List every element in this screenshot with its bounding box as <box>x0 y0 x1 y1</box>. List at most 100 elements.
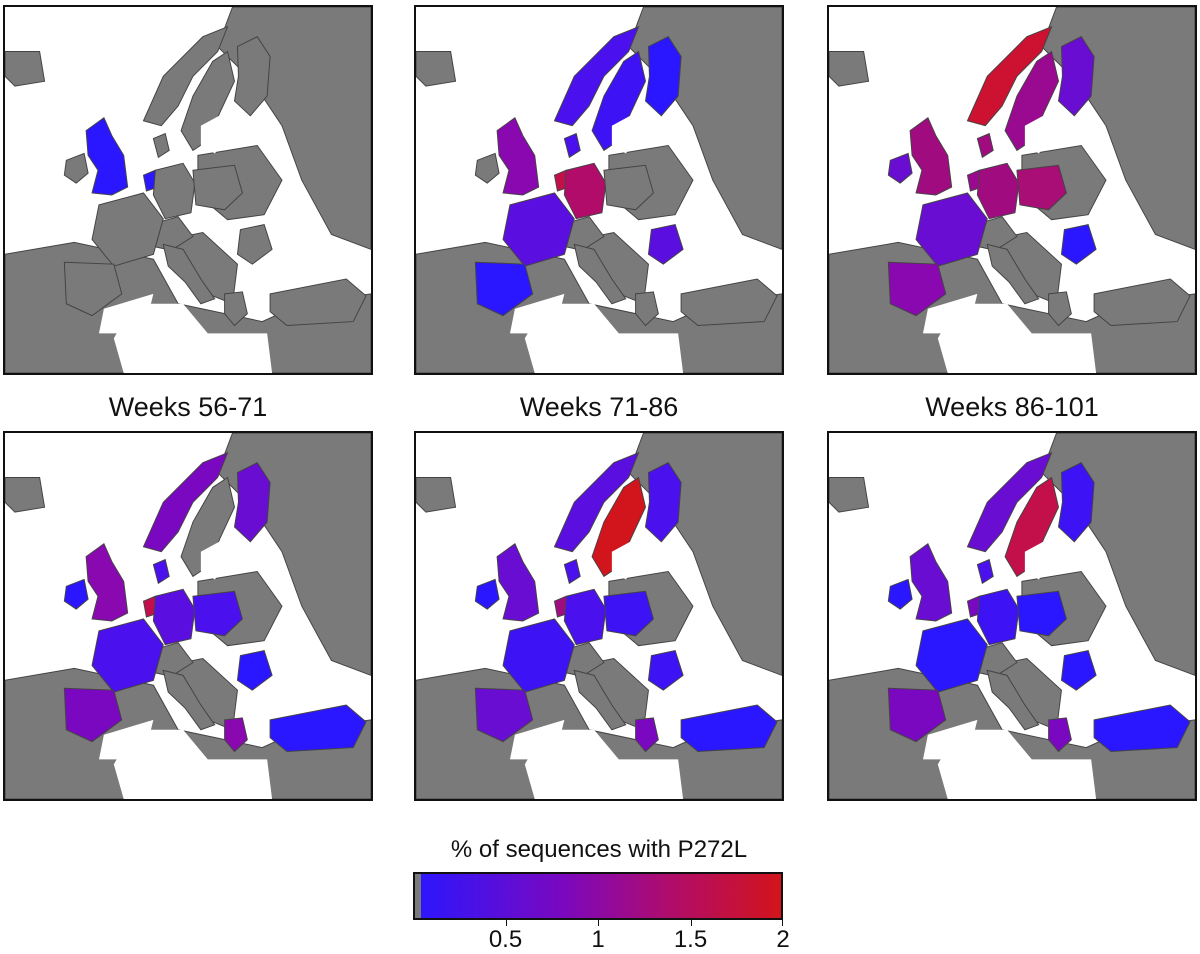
country-finland <box>644 462 682 543</box>
sea <box>200 113 233 154</box>
country-finland <box>233 462 271 543</box>
sea <box>922 719 978 760</box>
country-greece <box>224 291 248 327</box>
country-spain <box>474 261 534 317</box>
country-norway <box>142 451 229 553</box>
country-france <box>502 192 575 267</box>
country-romania <box>1060 650 1097 691</box>
country-finland <box>1057 462 1095 543</box>
sea <box>937 303 1097 373</box>
map-panel-weeks-71-86 <box>414 431 784 801</box>
colorbar-tick-label: 1 <box>591 926 605 953</box>
sea <box>683 238 743 273</box>
map-svg <box>5 433 371 799</box>
country-poland <box>603 164 654 211</box>
country-romania <box>647 224 684 265</box>
map-panel-3 <box>827 5 1197 375</box>
country-sweden <box>180 50 236 152</box>
sea <box>98 293 154 334</box>
country-france <box>91 192 164 267</box>
map-svg <box>829 7 1195 373</box>
country-france <box>915 618 988 693</box>
country-italy <box>162 243 216 305</box>
country-ireland <box>474 578 500 610</box>
sea <box>509 719 565 760</box>
colorbar-na-swatch <box>415 874 421 918</box>
country-poland <box>1016 590 1067 637</box>
country-spain <box>63 261 123 317</box>
country-ireland <box>63 578 89 610</box>
country-turkey <box>680 704 778 753</box>
country-france <box>91 618 164 693</box>
country-romania <box>236 650 273 691</box>
sea <box>113 303 273 373</box>
sea <box>272 238 332 273</box>
country-denmark <box>563 558 581 585</box>
country-sweden <box>1004 476 1060 578</box>
country-ireland <box>474 152 500 184</box>
country-greece <box>635 291 659 327</box>
country-denmark <box>976 132 994 159</box>
country-uk <box>496 117 540 196</box>
land-mass <box>5 477 46 513</box>
country-turkey <box>680 278 778 327</box>
map-panel-weeks-56-71 <box>3 431 373 801</box>
sea <box>200 539 233 580</box>
colorbar <box>413 872 783 920</box>
panel-title-weeks-71-86: Weeks 71-86 <box>519 392 679 422</box>
country-norway <box>966 25 1053 127</box>
sea <box>272 664 332 699</box>
country-romania <box>236 224 273 265</box>
country-poland <box>192 590 243 637</box>
country-poland <box>603 590 654 637</box>
country-norway <box>966 451 1053 553</box>
land-mass <box>416 477 457 513</box>
country-uk <box>909 117 953 196</box>
map-svg <box>5 7 371 373</box>
country-norway <box>553 25 640 127</box>
country-finland <box>1057 36 1095 117</box>
sea <box>98 719 154 760</box>
sea <box>611 113 644 154</box>
country-italy <box>162 669 216 731</box>
country-norway <box>142 25 229 127</box>
sea <box>1096 238 1156 273</box>
sea <box>509 293 565 334</box>
sea <box>922 293 978 334</box>
country-turkey <box>269 704 367 753</box>
colorbar-tick <box>505 920 507 926</box>
sea <box>683 664 743 699</box>
country-germany <box>563 162 607 220</box>
country-sweden <box>1004 50 1060 152</box>
colorbar-tick <box>782 920 783 926</box>
colorbar-tick-label: 1.5 <box>673 926 708 953</box>
country-denmark <box>976 558 994 585</box>
map-panel-1 <box>3 5 373 375</box>
map-svg <box>416 7 782 373</box>
country-uk <box>909 543 953 622</box>
country-spain <box>63 687 123 743</box>
country-poland <box>1016 164 1067 211</box>
country-turkey <box>1093 704 1191 753</box>
country-france <box>502 618 575 693</box>
country-romania <box>1060 224 1097 265</box>
country-italy <box>573 243 627 305</box>
land-mass <box>829 51 870 87</box>
panel-title-weeks-56-71: Weeks 56-71 <box>108 392 268 422</box>
panel-title-weeks-86-101: Weeks 86-101 <box>925 392 1099 422</box>
map-svg <box>416 433 782 799</box>
country-denmark <box>152 132 170 159</box>
map-panel-weeks-86-101 <box>827 431 1197 801</box>
colorbar-tick-label: 0.5 <box>488 926 523 953</box>
colorbar-tick <box>690 920 692 926</box>
country-spain <box>474 687 534 743</box>
country-romania <box>647 650 684 691</box>
land-mass <box>829 477 870 513</box>
sea <box>524 303 684 373</box>
country-sweden <box>180 476 236 578</box>
country-germany <box>563 588 607 646</box>
country-italy <box>573 669 627 731</box>
sea <box>611 539 644 580</box>
country-germany <box>152 588 196 646</box>
country-finland <box>233 36 271 117</box>
